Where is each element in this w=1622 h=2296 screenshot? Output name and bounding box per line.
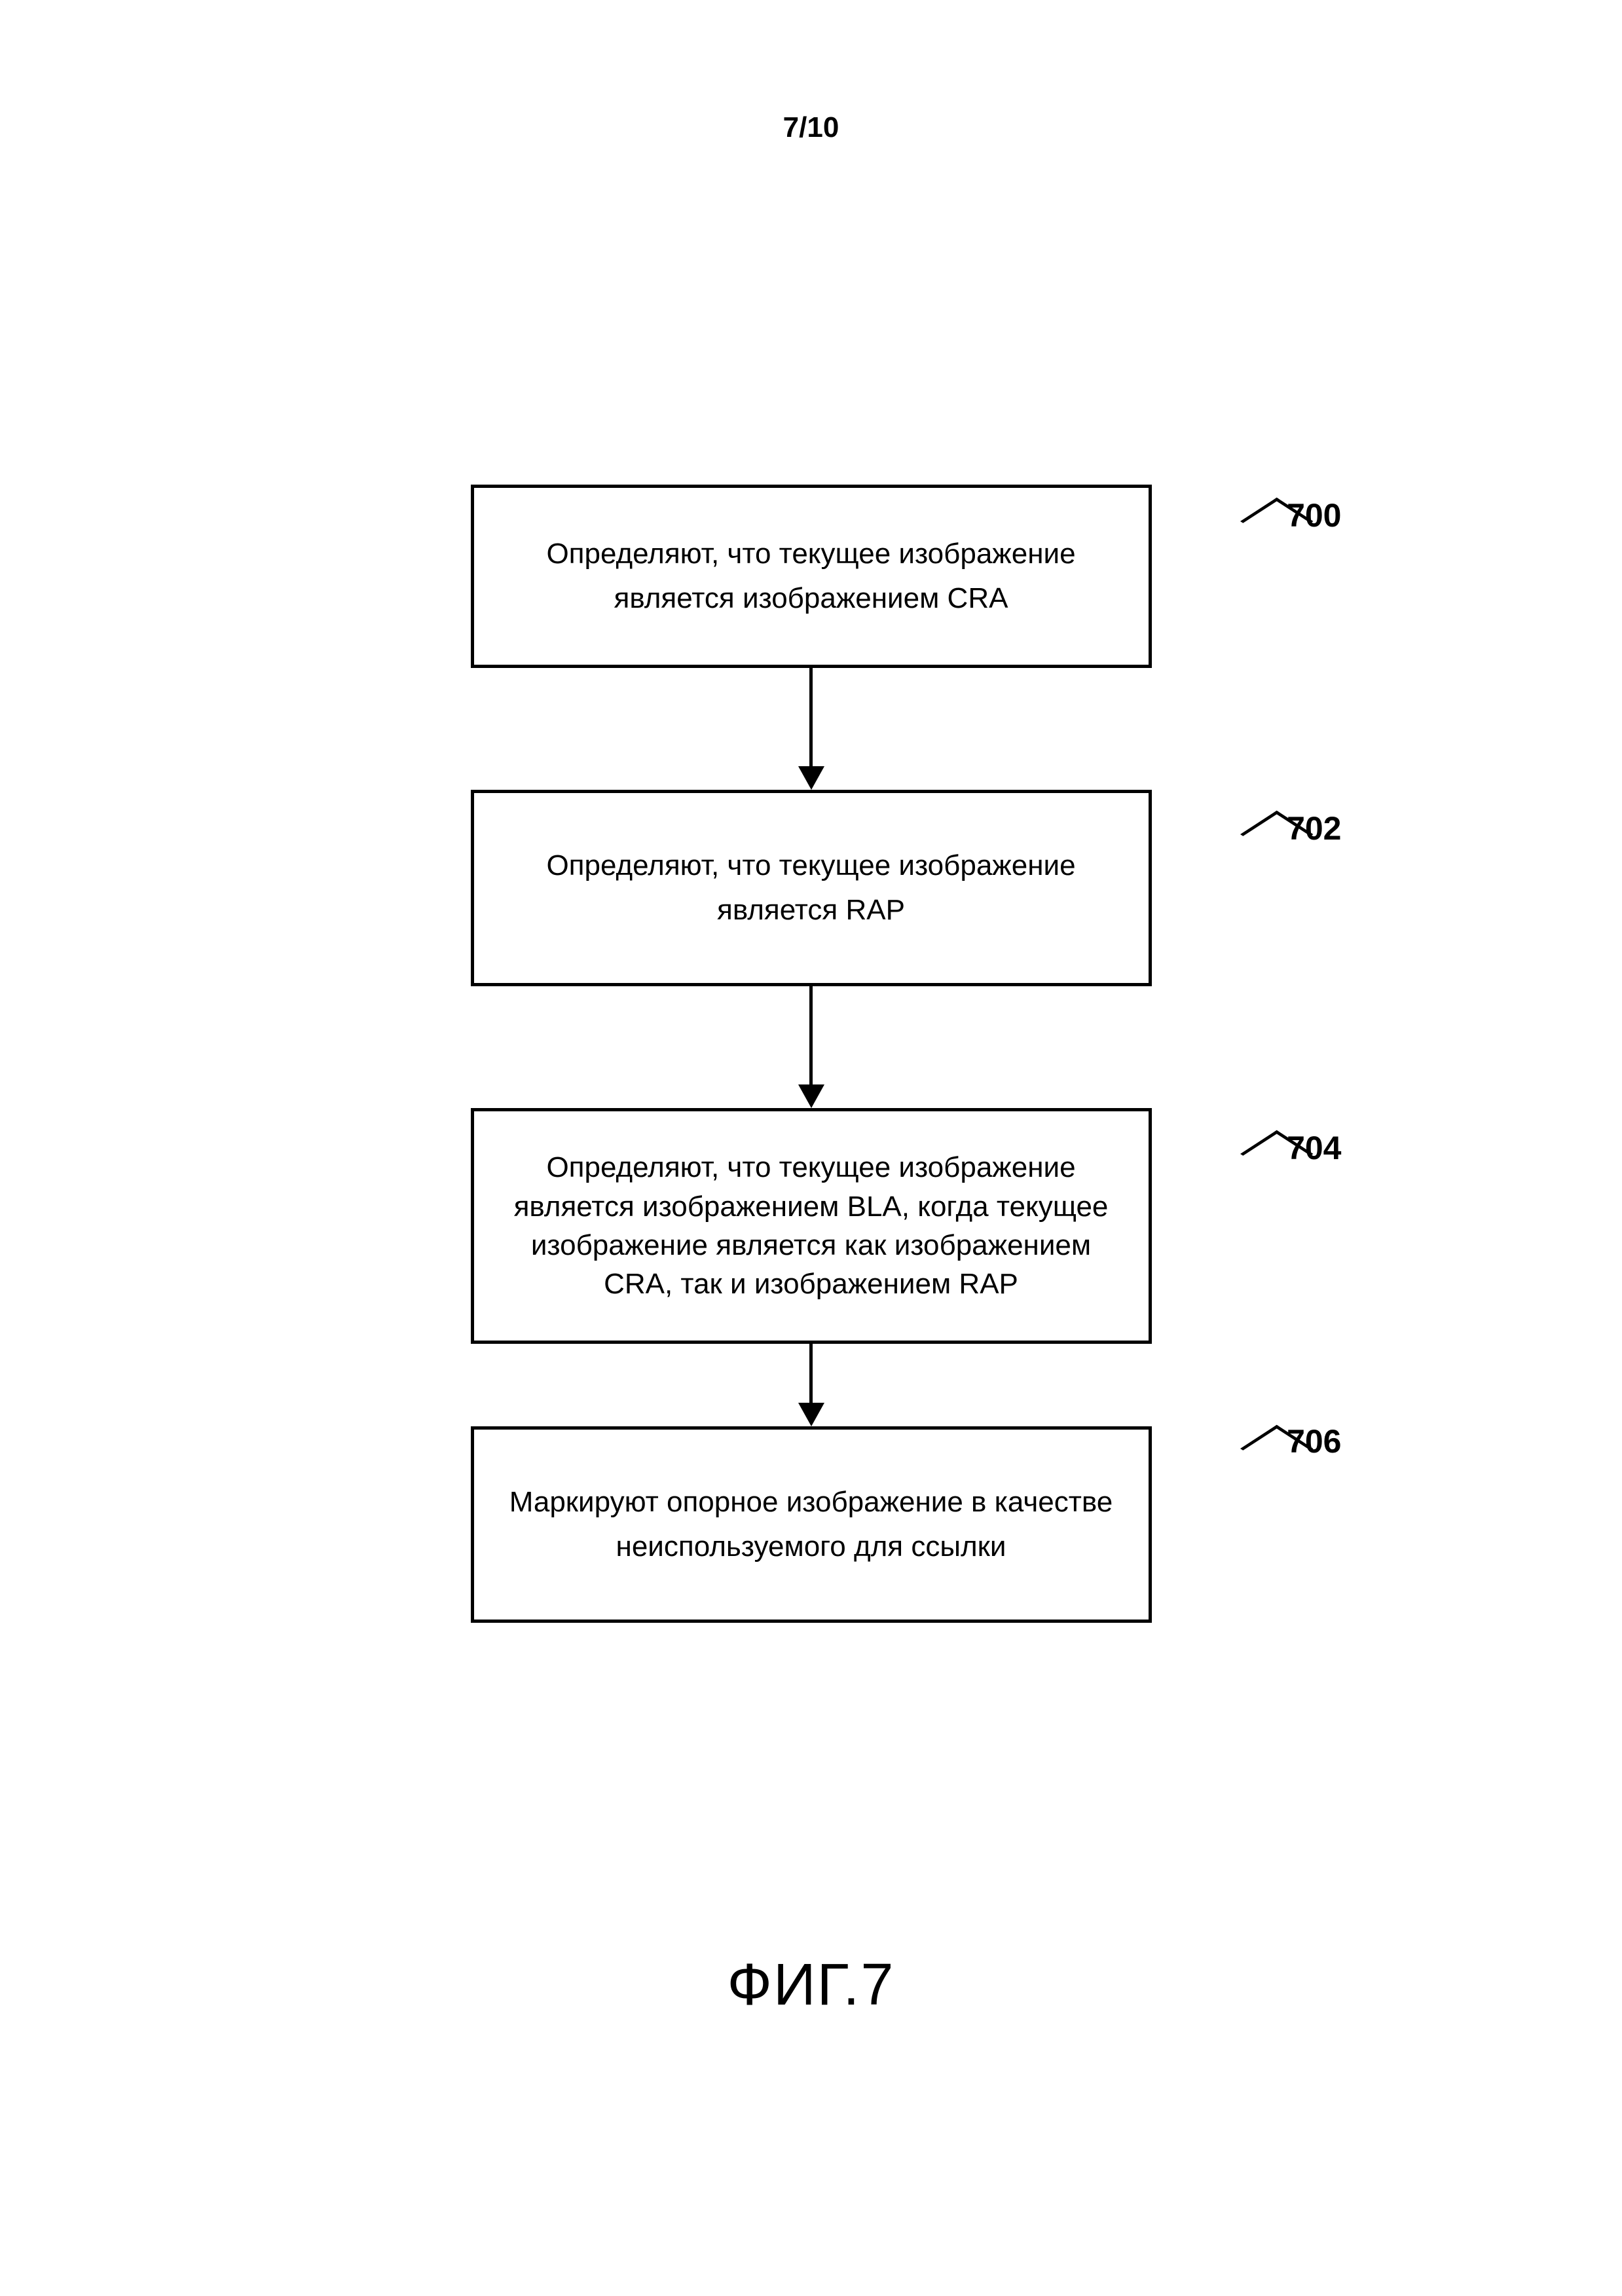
- arrow-shaft: [809, 668, 813, 766]
- arrow-head: [798, 1403, 824, 1426]
- ref-label: 700: [1287, 496, 1341, 534]
- flow-node-text: Маркируют опорное изображение в качестве…: [500, 1480, 1122, 1569]
- ref-label: 704: [1287, 1129, 1341, 1167]
- ref-label: 702: [1287, 809, 1341, 847]
- page-number: 7/10: [0, 111, 1622, 144]
- arrow-head: [798, 1084, 824, 1108]
- flow-node-text: Определяют, что текущее изображение явля…: [500, 1148, 1122, 1304]
- flowchart: Определяют, что текущее изображение явля…: [386, 485, 1237, 1623]
- flow-node-wrap: Определяют, что текущее изображение явля…: [386, 790, 1237, 986]
- flow-node: Определяют, что текущее изображение явля…: [471, 1108, 1152, 1344]
- arrow-shaft: [809, 1344, 813, 1403]
- flow-node-text: Определяют, что текущее изображение явля…: [500, 532, 1122, 621]
- flow-node-wrap: Маркируют опорное изображение в качестве…: [386, 1426, 1237, 1623]
- flow-node: Определяют, что текущее изображение явля…: [471, 790, 1152, 986]
- arrow-shaft: [809, 986, 813, 1084]
- arrow-icon: [798, 668, 824, 790]
- arrow-icon: [798, 1344, 824, 1426]
- ref-label: 706: [1287, 1422, 1341, 1460]
- flow-node-text: Определяют, что текущее изображение явля…: [500, 843, 1122, 933]
- figure-caption: ФИГ.7: [0, 1952, 1622, 2019]
- flow-node: Маркируют опорное изображение в качестве…: [471, 1426, 1152, 1623]
- flow-node: Определяют, что текущее изображение явля…: [471, 485, 1152, 668]
- arrow-head: [798, 766, 824, 790]
- page: 7/10 Определяют, что текущее изображение…: [0, 0, 1622, 2296]
- flow-node-wrap: Определяют, что текущее изображение явля…: [386, 1108, 1237, 1344]
- arrow-icon: [798, 986, 824, 1108]
- flow-node-wrap: Определяют, что текущее изображение явля…: [386, 485, 1237, 668]
